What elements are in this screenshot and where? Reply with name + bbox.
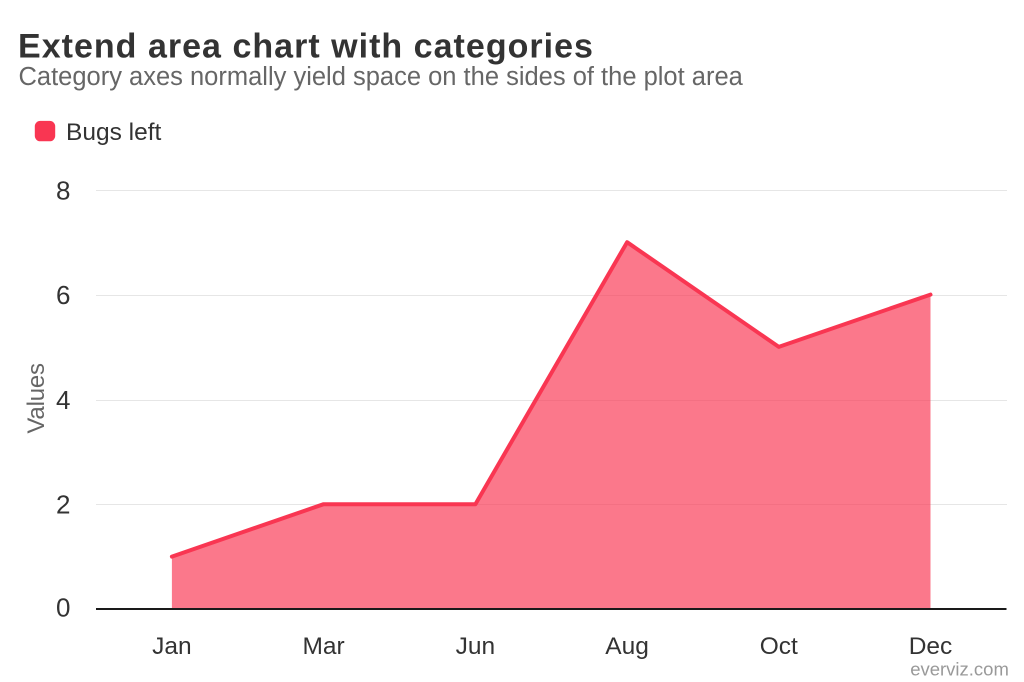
svg-text:4: 4 <box>56 385 70 415</box>
svg-text:0: 0 <box>56 593 70 623</box>
svg-text:Aug: Aug <box>605 633 649 660</box>
svg-text:Jan: Jan <box>152 633 192 660</box>
svg-text:Values: Values <box>23 363 50 434</box>
svg-text:2: 2 <box>56 490 70 520</box>
svg-text:Jun: Jun <box>456 633 496 660</box>
svg-text:6: 6 <box>56 280 70 310</box>
svg-text:Category axes normally yield s: Category axes normally yield space on th… <box>19 63 744 91</box>
svg-text:Dec: Dec <box>909 633 953 660</box>
svg-text:everviz.com: everviz.com <box>910 659 1009 680</box>
svg-text:Mar: Mar <box>302 633 344 660</box>
svg-text:Extend area chart with categor: Extend area chart with categories <box>18 27 594 65</box>
svg-text:Bugs left: Bugs left <box>66 119 162 146</box>
svg-text:Oct: Oct <box>760 633 798 660</box>
svg-text:8: 8 <box>56 175 70 205</box>
